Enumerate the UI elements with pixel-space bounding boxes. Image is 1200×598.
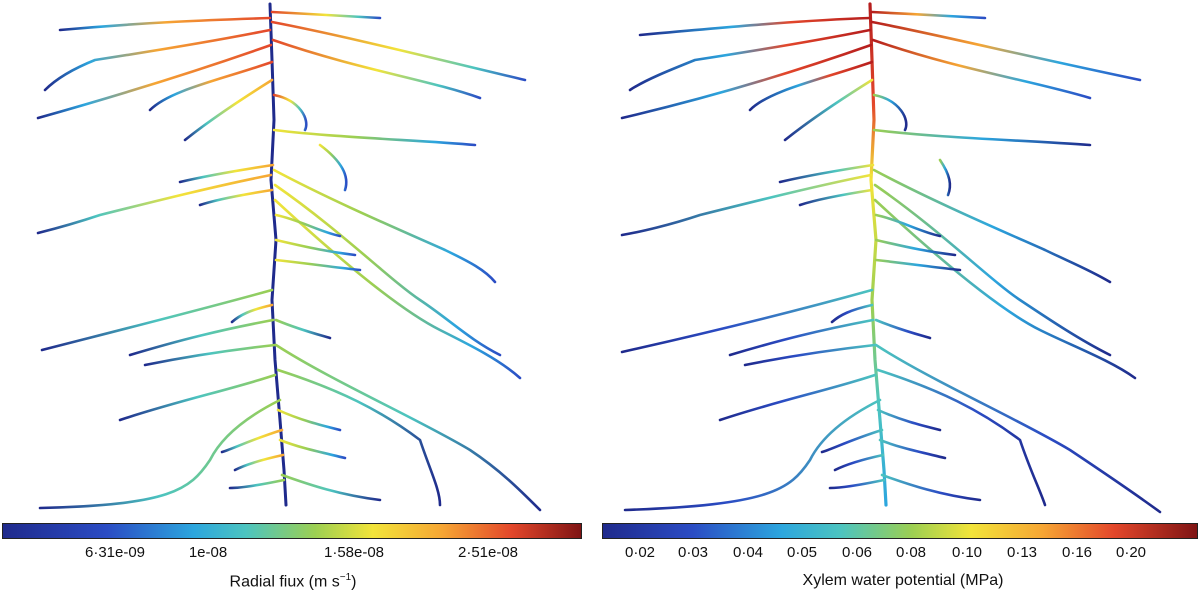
colorbar-tick: 6·31e-09 bbox=[84, 544, 146, 561]
colorbar-tick: 0·03 bbox=[677, 544, 709, 561]
colorbar-tick: 0·08 bbox=[895, 544, 927, 561]
colorbar-tick: 0·16 bbox=[1061, 544, 1093, 561]
colorbar-tick: 0·06 bbox=[841, 544, 873, 561]
xylem-potential-colorbar bbox=[602, 523, 1198, 539]
colorbar-tick: 2·51e-08 bbox=[457, 544, 519, 561]
colorbar-tick: 0·10 bbox=[951, 544, 983, 561]
colorbar-tick: 0·13 bbox=[1006, 544, 1038, 561]
root-system-xylem-potential bbox=[620, 2, 1162, 514]
colorbar-tick: 0·02 bbox=[624, 544, 656, 561]
colorbar-tick: 0·20 bbox=[1115, 544, 1147, 561]
root-system-radial-flux bbox=[36, 2, 542, 512]
radial-flux-panel: 6·31e-09 1e-08 1·58e-08 2·51e-08 Radial … bbox=[2, 2, 582, 591]
colorbar-tick: 0·05 bbox=[786, 544, 818, 561]
colorbar-label: Xylem water potential (MPa) bbox=[802, 572, 1004, 589]
colorbar-tick: 1·58e-08 bbox=[323, 544, 385, 561]
colorbar-tick: 1e-08 bbox=[188, 544, 228, 561]
colorbar-label: Radial fiux (m s−1) bbox=[229, 572, 357, 591]
colorbar-tick: 0·04 bbox=[732, 544, 764, 561]
radial-flux-colorbar bbox=[2, 523, 582, 539]
xylem-potential-panel: 0·02 0·03 0·04 0·05 0·06 0·08 0·10 0·13 … bbox=[600, 0, 1200, 598]
